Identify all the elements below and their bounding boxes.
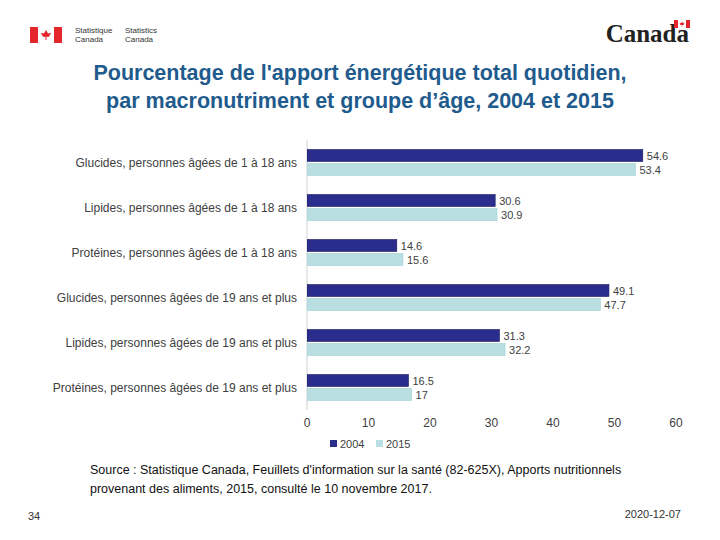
bar xyxy=(307,330,499,342)
flag xyxy=(30,27,62,43)
chart-svg: StatistiqueCanadaStatisticsCanadaCanadaP… xyxy=(0,0,720,540)
category-axis-line xyxy=(307,140,308,410)
bar xyxy=(307,195,495,207)
bar xyxy=(307,299,600,311)
flag-band xyxy=(54,27,62,43)
agency-name: StatistiqueCanada xyxy=(75,26,113,44)
x-tick-label: 0 xyxy=(304,416,311,430)
legend: 2004 2015 xyxy=(330,438,410,450)
data-label: 30.9 xyxy=(501,209,522,221)
data-label: 14.6 xyxy=(401,240,422,252)
bar xyxy=(307,164,635,176)
source-note: Source : Statistique Canada, Feuillets d… xyxy=(90,461,630,499)
agency-line: Canada xyxy=(75,35,104,44)
data-labels: 54.6 53.4 30.6 30.9 14.6 15.6 49.1 47.7 31.3 32.2… xyxy=(401,150,668,401)
flag-band xyxy=(674,20,678,28)
agency-line: Statistique xyxy=(75,26,113,35)
data-label: 32.2 xyxy=(509,344,530,356)
flag-band xyxy=(686,20,690,28)
slide: StatistiqueCanadaStatisticsCanadaCanadaP… xyxy=(0,0,720,540)
data-label: 31.3 xyxy=(503,330,524,342)
page-number: 34 xyxy=(28,510,40,522)
title-line: Pourcentage de l'apport énergétique tota… xyxy=(93,61,626,85)
legend-label: 2015 xyxy=(386,438,410,450)
category-label: Protéines, personnes âgées de 1 à 18 ans xyxy=(72,246,298,260)
legend-swatch xyxy=(376,440,383,447)
data-label: 16.5 xyxy=(412,375,433,387)
x-ticks: 0 10 20 30 40 50 60 xyxy=(304,416,683,430)
date: 2020-12-07 xyxy=(625,508,681,520)
agency-line: Canada xyxy=(125,35,154,44)
bars xyxy=(307,150,643,401)
category-label: Lipides, personnes âgées de 19 ans et pl… xyxy=(66,336,298,350)
canada-wordmark: Canada xyxy=(606,20,690,47)
flag-center xyxy=(678,20,686,28)
x-tick-label: 60 xyxy=(669,416,683,430)
bar xyxy=(307,254,403,266)
bar xyxy=(307,240,397,252)
bar xyxy=(307,209,497,221)
maple-leaf xyxy=(41,30,51,40)
legend-swatch xyxy=(330,440,337,447)
flag-center xyxy=(38,27,54,43)
chart-title: Pourcentage de l'apport énergétique tota… xyxy=(93,61,626,113)
data-label: 54.6 xyxy=(647,150,668,162)
data-label: 47.7 xyxy=(604,299,625,311)
category-label: Protéines, personnes âgées de 19 ans et … xyxy=(53,381,297,395)
flag xyxy=(674,20,690,28)
category-label: Lipides, personnes âgées de 1 à 18 ans xyxy=(84,201,297,215)
x-tick-label: 10 xyxy=(362,416,376,430)
agency-name: StatisticsCanada xyxy=(125,26,157,44)
bar xyxy=(307,375,408,387)
agency-line: Statistics xyxy=(125,26,157,35)
maple-leaf xyxy=(679,21,684,26)
data-label: 30.6 xyxy=(499,195,520,207)
data-label: 49.1 xyxy=(613,285,634,297)
x-tick-label: 50 xyxy=(608,416,622,430)
bar xyxy=(307,150,643,162)
flag-band xyxy=(30,27,38,43)
title-line: par macronutriment et groupe d’âge, 2004… xyxy=(106,89,614,113)
x-tick-label: 20 xyxy=(423,416,437,430)
bar xyxy=(307,285,609,297)
bar xyxy=(307,389,412,401)
data-label: 17 xyxy=(416,389,428,401)
legend-label: 2004 xyxy=(340,438,364,450)
bar xyxy=(307,344,505,356)
category-label: Glucides, personnes âgées de 1 à 18 ans xyxy=(76,156,297,170)
x-tick-label: 30 xyxy=(485,416,499,430)
data-label: 53.4 xyxy=(639,164,660,176)
data-label: 15.6 xyxy=(407,254,428,266)
x-tick-label: 40 xyxy=(546,416,560,430)
category-label: Glucides, personnes âgées de 19 ans et p… xyxy=(57,291,297,305)
